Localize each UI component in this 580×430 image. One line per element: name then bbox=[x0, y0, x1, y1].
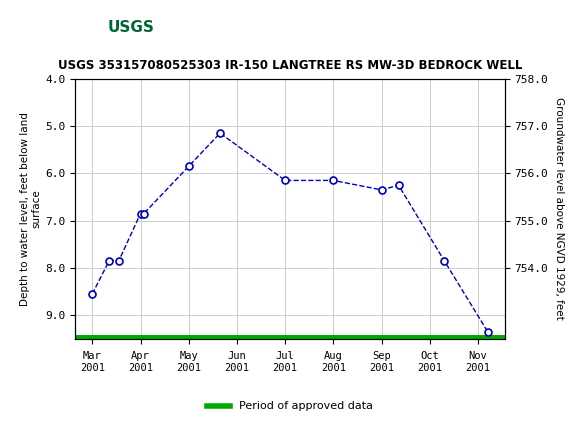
Text: Apr
2001: Apr 2001 bbox=[128, 351, 153, 373]
Y-axis label: Groundwater level above NGVD 1929, feet: Groundwater level above NGVD 1929, feet bbox=[554, 98, 564, 320]
Text: Mar
2001: Mar 2001 bbox=[80, 351, 105, 373]
Legend: Period of approved data: Period of approved data bbox=[203, 397, 377, 416]
Y-axis label: Depth to water level, feet below land
surface: Depth to water level, feet below land su… bbox=[20, 112, 41, 306]
Text: Oct
2001: Oct 2001 bbox=[418, 351, 443, 373]
Text: USGS 353157080525303 IR-150 LANGTREE RS MW-3D BEDROCK WELL: USGS 353157080525303 IR-150 LANGTREE RS … bbox=[58, 59, 522, 72]
Text: Jun
2001: Jun 2001 bbox=[224, 351, 249, 373]
Text: Nov
2001: Nov 2001 bbox=[466, 351, 491, 373]
Text: Jul
2001: Jul 2001 bbox=[273, 351, 298, 373]
FancyBboxPatch shape bbox=[78, 12, 137, 43]
Text: May
2001: May 2001 bbox=[176, 351, 201, 373]
Text: Aug
2001: Aug 2001 bbox=[321, 351, 346, 373]
Text: Sep
2001: Sep 2001 bbox=[369, 351, 394, 373]
Text: USGS: USGS bbox=[108, 20, 154, 35]
Text: ≈USGS: ≈USGS bbox=[84, 20, 144, 35]
